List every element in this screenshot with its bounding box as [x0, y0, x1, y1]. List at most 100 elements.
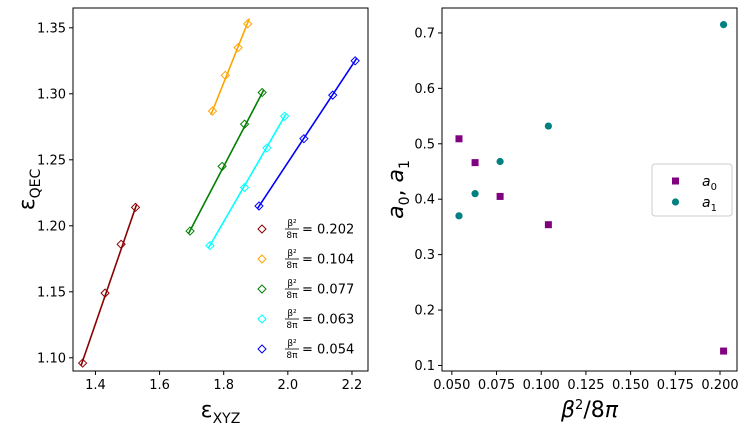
y-tick-label: 0.7: [414, 26, 435, 41]
data-point: [455, 212, 463, 220]
data-point: [207, 106, 218, 116]
legend-label: = 0.054: [302, 343, 354, 358]
legend-frac-den: 8π: [286, 261, 298, 271]
legend-marker: [257, 284, 267, 294]
series-0.104: [207, 18, 253, 116]
data-point: [239, 119, 250, 129]
fit-line: [187, 89, 265, 235]
right-panel: 0.050 0.075 0.100 0.125 0.150 0.175 0.200 0.1 0.…: [384, 7, 739, 423]
data-point: [279, 111, 290, 121]
data-point: [720, 347, 728, 355]
legend-frac-num: β²: [287, 339, 297, 349]
y-tick-label: 1.35: [37, 21, 66, 36]
legend-marker: [257, 344, 267, 354]
data-point: [496, 192, 504, 200]
legend-frac-num: β²: [287, 249, 297, 259]
y-tick-label: 0.6: [414, 82, 435, 97]
y-tick-label: 0.3: [414, 248, 435, 263]
legend-frac-den: 8π: [286, 351, 298, 361]
series-0.063: [205, 111, 290, 251]
plot-frame: [441, 7, 738, 372]
data-point: [220, 70, 231, 81]
data-point: [185, 226, 195, 236]
data-point: [719, 21, 728, 29]
data-point: [100, 288, 110, 298]
x-tick-label: 1.8: [213, 378, 234, 393]
data-point: [544, 221, 552, 229]
data-point: [233, 42, 243, 53]
plot-frame: [72, 7, 369, 372]
legend-label: a0: [702, 174, 717, 193]
y-tick-label: 1.15: [37, 285, 66, 300]
legend-frac-den: 8π: [286, 321, 298, 331]
y-tick-label: 1.25: [37, 153, 66, 168]
y-tick-label: 0.2: [414, 304, 435, 319]
y-tick-label: 0.4: [414, 193, 435, 208]
legend-label: = 0.077: [302, 283, 354, 298]
y-tick-label: 1.20: [37, 219, 66, 234]
x-axis-label: εXYZ: [201, 398, 241, 427]
fit-line: [207, 113, 287, 249]
legend: β² 8π = 0.202 β² 8π = 0.104 β² 8π = 0.077 β² 8π = 0…: [257, 219, 354, 361]
data-point: [471, 159, 479, 167]
x-tick-label: 2.2: [342, 378, 363, 393]
y-tick-label: 1.10: [37, 351, 66, 366]
x-tick-label: 0.075: [478, 378, 515, 393]
x-tick-label: 0.150: [612, 378, 649, 393]
data-point: [243, 19, 253, 29]
legend-label: = 0.063: [302, 313, 354, 328]
legend-marker: [671, 198, 680, 206]
left-panel: 1.4 1.6 1.8 2.0 2.2 1.10 1.15 1.20 1.25 1.30 1.35 ε…: [15, 7, 369, 427]
legend-label: a1: [702, 195, 717, 214]
legend-frac-den: 8π: [286, 231, 298, 241]
legend-frac-num: β²: [287, 279, 297, 289]
legend-frac-den: 8π: [286, 291, 298, 301]
data-point: [217, 161, 227, 172]
y-tick-label: 1.30: [37, 87, 66, 102]
data-point: [130, 202, 141, 213]
x-tick-label: 1.4: [85, 378, 106, 393]
legend-label: = 0.202: [302, 223, 354, 238]
x-tick-label: 2.0: [277, 378, 298, 393]
legend-label: = 0.104: [302, 253, 354, 268]
y-tick-label: 0.5: [414, 137, 435, 152]
legend-frac-num: β²: [287, 309, 297, 319]
data-point: [544, 122, 552, 130]
data-point: [254, 201, 264, 211]
data-point: [496, 157, 504, 166]
data-point: [299, 133, 309, 144]
x-tick-label: 0.200: [701, 378, 738, 393]
series-a0: [455, 135, 728, 355]
series-0.054: [254, 56, 360, 211]
series-a1: [455, 21, 728, 220]
x-tick-label: 0.100: [523, 378, 560, 393]
legend-marker: [257, 224, 267, 234]
y-tick-label: 0.1: [414, 359, 435, 374]
data-point: [328, 90, 338, 100]
fit-line: [256, 57, 358, 210]
data-point: [350, 56, 360, 66]
y-axis-label: a0, a1: [384, 160, 413, 219]
series-0.202: [77, 202, 141, 368]
data-point: [455, 135, 463, 143]
data-point: [77, 358, 88, 368]
legend-marker: [257, 254, 267, 264]
data-point: [239, 182, 250, 193]
legend-box: [651, 163, 733, 217]
legend-marker: [672, 177, 679, 185]
x-tick-label: 0.125: [567, 378, 604, 393]
data-point: [257, 87, 267, 98]
fit-line: [210, 18, 251, 116]
series-0.077: [185, 87, 267, 236]
legend-marker: [257, 314, 267, 324]
x-axis-label: β2/8π: [560, 398, 619, 423]
x-tick-label: 0.050: [433, 378, 470, 393]
data-point: [205, 240, 215, 251]
fit-line: [80, 204, 138, 366]
y-axis-label: εQEC: [15, 169, 44, 211]
x-tick-label: 0.175: [657, 378, 694, 393]
data-point: [471, 190, 479, 198]
